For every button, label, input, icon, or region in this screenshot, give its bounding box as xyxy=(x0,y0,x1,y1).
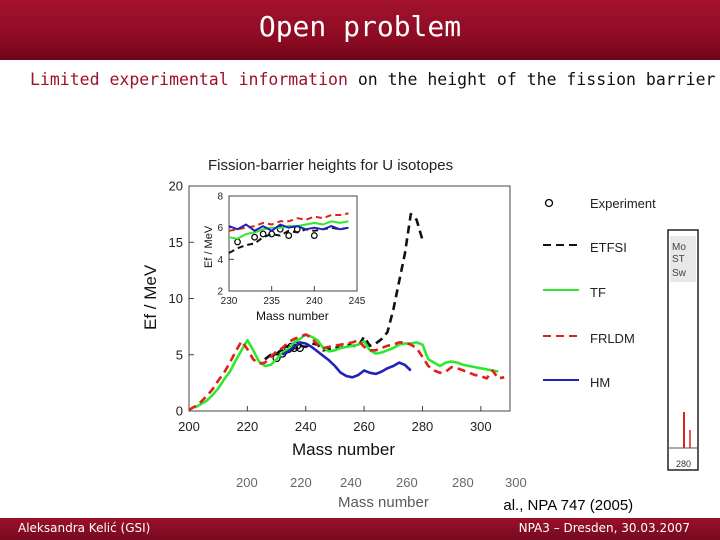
inset-x-tick-label-235: 235 xyxy=(263,296,280,307)
main-x-tick-label-300: 300 xyxy=(470,419,492,434)
inset-x-axis-label: Mass number xyxy=(256,309,329,323)
inset-chart: 230 235 240 245 2 4 6 8 Mass number Ef / MeV xyxy=(203,192,366,324)
main-chart: Fission-barrier heights for U isotopes 2… xyxy=(141,157,511,459)
main-y-tick-label-10: 10 xyxy=(169,291,183,306)
main-x-tick-label-200: 200 xyxy=(178,419,200,434)
inset-etfsi-line xyxy=(228,226,349,254)
main-y-tick-label-15: 15 xyxy=(169,235,183,250)
inset-x-tick-label-230: 230 xyxy=(221,296,238,307)
svg-text:ST: ST xyxy=(672,254,685,265)
inset-plot-frame xyxy=(228,195,358,292)
subtitle-highlight: Limited experimental information xyxy=(30,70,348,89)
legend-hm-label: HM xyxy=(590,375,610,390)
svg-text:240: 240 xyxy=(340,475,362,490)
main-y-tick-label-20: 20 xyxy=(169,179,183,194)
main-x-tick-label-220: 220 xyxy=(237,419,259,434)
inset-tf-line xyxy=(228,220,349,240)
svg-text:Mo: Mo xyxy=(672,242,686,253)
chart-legend: Experiment ETFSI TF FRLDM HM xyxy=(543,196,656,390)
footer-event: NPA3 – Dresden, 30.03.2007 xyxy=(518,521,690,535)
inset-experiment-point-4 xyxy=(276,225,284,233)
footer-bar xyxy=(0,518,720,540)
inset-x-tick-label-245: 245 xyxy=(349,296,366,307)
inset-experiment-point-7 xyxy=(310,232,318,239)
main-tf-line xyxy=(194,333,499,409)
main-y-tick-label-5: 5 xyxy=(176,347,183,362)
inset-x-tick-label-240: 240 xyxy=(306,296,323,307)
main-experiment-point-7 xyxy=(295,343,304,353)
inset-experiment-point-2 xyxy=(259,230,267,238)
svg-text:220: 220 xyxy=(290,475,312,490)
svg-text:300: 300 xyxy=(505,475,527,490)
legend-experiment-marker xyxy=(544,198,554,208)
legend-frldm-label: FRLDM xyxy=(590,331,635,346)
inset-experiment-point-1 xyxy=(251,233,259,241)
svg-text:Sw: Sw xyxy=(672,268,687,279)
svg-text:260: 260 xyxy=(396,475,418,490)
main-chart-title: Fission-barrier heights for U isotopes xyxy=(208,157,453,174)
subtitle-rest: on the height of the fission barrier xyxy=(347,70,716,89)
partial-side-figure: Mo ST Sw 280 xyxy=(667,229,699,471)
legend-etfsi-label: ETFSI xyxy=(590,240,627,255)
background-figure-residue: 200 220 240 260 280 300 Mass number xyxy=(236,475,527,511)
svg-text:Mass number: Mass number xyxy=(338,494,429,511)
inset-hm-line xyxy=(228,223,349,232)
inset-y-tick-label-6: 6 xyxy=(217,223,223,234)
inset-experiment-point-5 xyxy=(285,232,293,239)
inset-y-tick-label-2: 2 xyxy=(217,287,223,298)
main-x-tick-label-260: 260 xyxy=(353,419,375,434)
reference-occluder xyxy=(446,497,502,517)
main-x-tick-label-280: 280 xyxy=(412,419,434,434)
main-frldm-line xyxy=(188,333,505,412)
svg-text:280: 280 xyxy=(676,459,691,469)
main-x-axis-label: Mass number xyxy=(292,440,395,459)
slide-subtitle: Limited experimental information on the … xyxy=(30,70,715,89)
main-hm-line xyxy=(281,341,412,379)
footer-author: Aleksandra Kelić (GSI) xyxy=(18,521,151,535)
svg-text:200: 200 xyxy=(236,475,258,490)
inset-y-tick-label-4: 4 xyxy=(217,255,223,266)
slide-title: Open problem xyxy=(258,10,462,43)
main-y-axis-label: Ef / MeV xyxy=(141,264,160,330)
legend-tf-label: TF xyxy=(590,285,606,300)
legend-experiment-label: Experiment xyxy=(590,196,656,211)
inset-y-tick-label-8: 8 xyxy=(217,192,223,203)
svg-text:280: 280 xyxy=(452,475,474,490)
title-bar: Open problem xyxy=(0,0,720,60)
main-y-tick-label-0: 0 xyxy=(176,404,183,419)
inset-y-axis-label: Ef / MeV xyxy=(203,225,215,268)
main-x-tick-label-240: 240 xyxy=(295,419,317,434)
